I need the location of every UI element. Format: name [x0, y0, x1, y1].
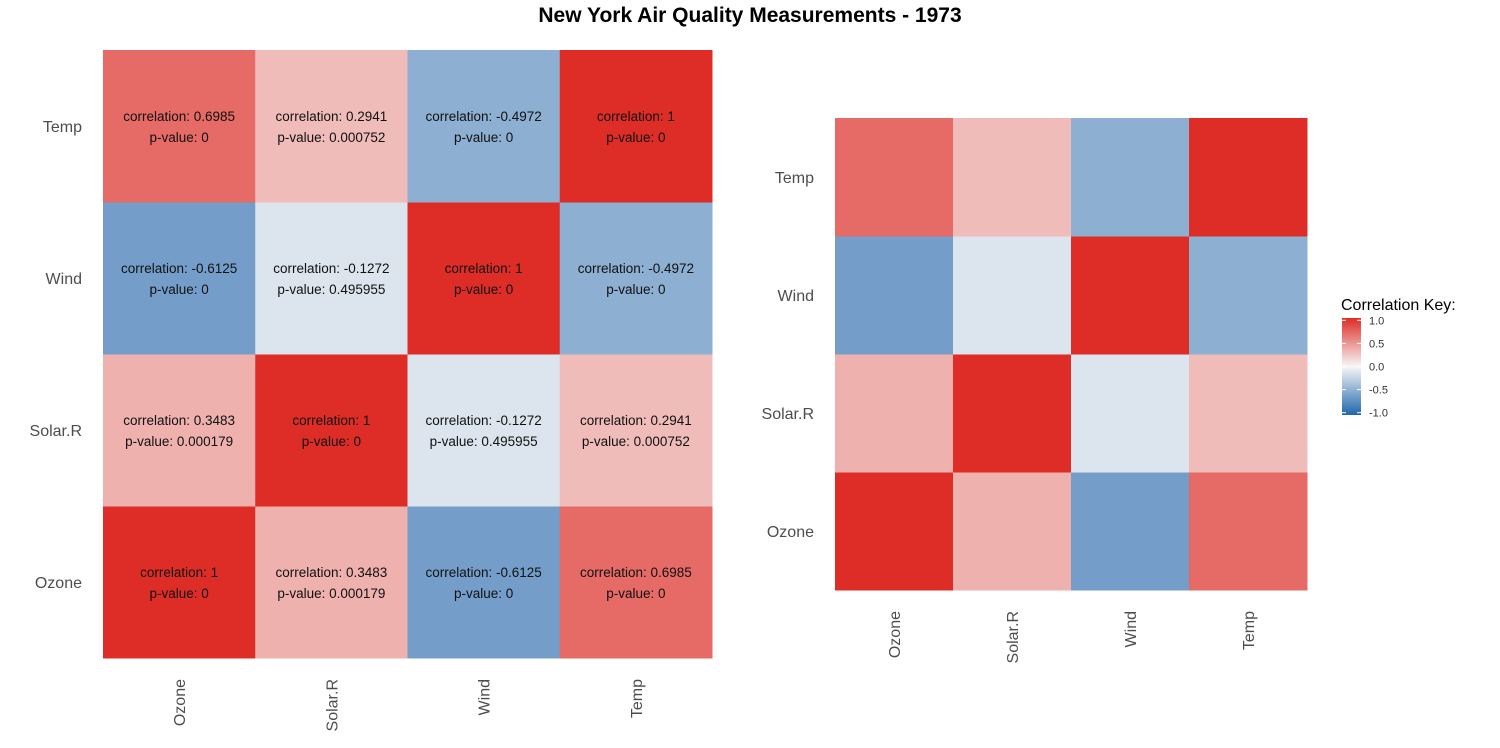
- cell-pvalue-label: p-value: 0.000752: [277, 130, 385, 145]
- legend-tick-label: 1.0: [1369, 315, 1384, 327]
- cell-correlation-label: correlation: 0.2941: [580, 413, 692, 428]
- y-tick-label: Ozone: [35, 575, 82, 592]
- heatmap-cell-temp-ozone: [1189, 472, 1308, 591]
- heatmap-cell-solarr-wind: [953, 236, 1072, 355]
- y-tick-label: Ozone: [767, 524, 814, 541]
- legend-title: Correlation Key:: [1341, 297, 1456, 314]
- heatmap-cell-wind-solarr: [407, 354, 561, 507]
- heatmap-cell-temp-wind: [559, 202, 713, 355]
- legend-colorbar: [1342, 318, 1361, 415]
- legend-tick-label: -0.5: [1369, 385, 1388, 397]
- legend-tick-label: 0.5: [1369, 338, 1384, 350]
- y-tick-label: Temp: [43, 119, 82, 136]
- cell-pvalue-label: p-value: 0: [149, 586, 208, 601]
- x-tick-label: Temp: [1241, 611, 1258, 650]
- heatmap-cell-solarr-temp: [953, 118, 1072, 237]
- cell-pvalue-label: p-value: 0.000179: [277, 586, 385, 601]
- heatmap-cell-solarr-ozone: [953, 472, 1072, 591]
- cell-pvalue-label: p-value: 0.000752: [582, 434, 690, 449]
- y-tick-label: Wind: [778, 288, 814, 305]
- heatmap-cell-solarr-wind: [255, 202, 408, 355]
- heatmap-cell-wind-wind: [407, 202, 561, 355]
- cell-correlation-label: correlation: 1: [445, 261, 523, 276]
- heatmap-cell-solarr-solarr: [953, 354, 1072, 473]
- y-tick-label: Solar.R: [30, 423, 82, 440]
- heatmap-cell-ozone-temp: [103, 50, 256, 203]
- cell-pvalue-label: p-value: 0.495955: [430, 434, 538, 449]
- cell-pvalue-label: p-value: 0: [149, 130, 208, 145]
- heatmap-cell-ozone-solarr: [835, 354, 954, 473]
- x-tick-label: Ozone: [887, 611, 904, 658]
- heatmap-cell-temp-solarr: [559, 354, 713, 507]
- heatmap-cell-temp-temp: [1189, 118, 1308, 237]
- heatmap-cell-temp-solarr: [1189, 354, 1308, 473]
- cell-correlation-label: correlation: -0.1272: [425, 413, 541, 428]
- heatmap-cell-temp-ozone: [559, 506, 713, 659]
- cell-pvalue-label: p-value: 0: [606, 586, 665, 601]
- cell-correlation-label: correlation: -0.6125: [121, 261, 237, 276]
- correlation-legend: Correlation Key:1.0 0.5 0.0 -0.5 -1.0: [1341, 297, 1456, 420]
- cell-correlation-label: correlation: 0.6985: [123, 109, 235, 124]
- cell-correlation-label: correlation: 0.2941: [275, 109, 387, 124]
- cell-correlation-label: correlation: -0.4972: [578, 261, 694, 276]
- heatmap-cell-temp-wind: [1189, 236, 1308, 355]
- x-tick-label: Solar.R: [324, 679, 341, 731]
- heatmap-cell-solarr-solarr: [255, 354, 408, 507]
- heatmap-cell-wind-ozone: [407, 506, 561, 659]
- heatmap-cell-ozone-ozone: [103, 506, 256, 659]
- cell-pvalue-label: p-value: 0.000179: [125, 434, 233, 449]
- y-tick-label: Temp: [775, 170, 814, 187]
- x-tick-label: Wind: [477, 679, 494, 715]
- cell-pvalue-label: p-value: 0.495955: [277, 282, 385, 297]
- x-tick-label: Ozone: [172, 679, 189, 726]
- heatmap-cell-solarr-temp: [255, 50, 408, 203]
- heatmap-cell-ozone-solarr: [103, 354, 256, 507]
- heatmap-cell-wind-temp: [1071, 118, 1190, 237]
- cell-correlation-label: correlation: -0.4972: [425, 109, 541, 124]
- cell-correlation-label: correlation: -0.1272: [273, 261, 389, 276]
- x-tick-label: Temp: [629, 679, 646, 718]
- cell-correlation-label: correlation: -0.6125: [425, 565, 541, 580]
- chart-title: New York Air Quality Measurements - 1973: [538, 4, 961, 27]
- cell-pvalue-label: p-value: 0: [149, 282, 208, 297]
- y-tick-label: Wind: [46, 271, 82, 288]
- cell-correlation-label: correlation: 0.6985: [580, 565, 692, 580]
- heatmap-cell-ozone-temp: [835, 118, 954, 237]
- cell-pvalue-label: p-value: 0: [302, 434, 361, 449]
- x-tick-label: Solar.R: [1005, 611, 1022, 663]
- heatmap-cell-wind-ozone: [1071, 472, 1190, 591]
- heatmap-cell-ozone-ozone: [835, 472, 954, 591]
- x-tick-label: Wind: [1123, 611, 1140, 647]
- legend-tick-label: -1.0: [1369, 408, 1388, 420]
- cell-pvalue-label: p-value: 0: [454, 586, 513, 601]
- cell-correlation-label: correlation: 0.3483: [275, 565, 387, 580]
- heatmap-cell-temp-temp: [559, 50, 713, 203]
- heatmap-cell-solarr-ozone: [255, 506, 408, 659]
- y-tick-label: Solar.R: [762, 406, 814, 423]
- cell-pvalue-label: p-value: 0: [606, 282, 665, 297]
- cell-correlation-label: correlation: 1: [292, 413, 370, 428]
- cell-correlation-label: correlation: 1: [597, 109, 675, 124]
- cell-correlation-label: correlation: 0.3483: [123, 413, 235, 428]
- cell-pvalue-label: p-value: 0: [454, 130, 513, 145]
- plain-correlation-heatmap: Ozone Solar.R Wind Temp Ozone Solar.R Wind Temp: [762, 118, 1308, 663]
- legend-tick-label: 0.0: [1369, 362, 1384, 374]
- cell-correlation-label: correlation: 1: [140, 565, 218, 580]
- heatmap-cell-wind-temp: [407, 50, 561, 203]
- heatmap-cell-ozone-wind: [103, 202, 256, 355]
- heatmap-cell-ozone-wind: [835, 236, 954, 355]
- heatmap-cell-wind-solarr: [1071, 354, 1190, 473]
- cell-pvalue-label: p-value: 0: [454, 282, 513, 297]
- heatmap-cell-wind-wind: [1071, 236, 1190, 355]
- annotated-correlation-heatmap: correlation: 1 p-value: 0 correlation: 0.3…: [30, 50, 713, 731]
- cell-pvalue-label: p-value: 0: [606, 130, 665, 145]
